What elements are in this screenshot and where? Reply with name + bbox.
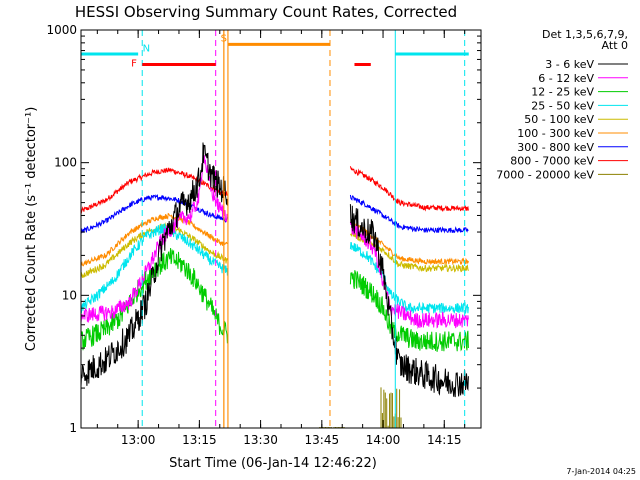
state-bar-layer: NF S — [81, 33, 469, 70]
series-line-25-50-kev-a — [80, 223, 228, 314]
legend-label: 300 - 800 keV — [517, 141, 594, 154]
x-axis-label: Start Time (06-Jan-14 12:46:22) — [169, 456, 377, 471]
legend-header-line-2: Att 0 — [602, 39, 628, 52]
y-tick-label: 100 — [54, 156, 77, 170]
x-tick-label: 13:15 — [182, 433, 217, 447]
y-tick-label: 1 — [69, 421, 77, 435]
state-flag-f: F — [131, 59, 137, 70]
y-tick-label: 10 — [62, 288, 77, 302]
state-flag-n: N — [143, 43, 150, 54]
chart-title: HESSI Observing Summary Count Rates, Cor… — [75, 3, 457, 21]
legend-label: 100 - 300 keV — [517, 127, 594, 140]
series-line-800-7000-kev-b — [349, 166, 469, 212]
series-line-3-6-kev-a — [80, 142, 228, 387]
state-flag-s: S — [221, 33, 227, 44]
legend-label: 800 - 7000 keV — [510, 155, 594, 168]
legend-label: 25 - 50 keV — [531, 99, 594, 112]
series-line-300-800-kev-a — [80, 194, 228, 234]
series-line-800-7000-kev-a — [80, 167, 228, 214]
legend-label: 3 - 6 keV — [545, 58, 594, 71]
axes-layer: 13:00 13:15 13:30 13:45 14:00 14:15 1 10 100 1000 — [46, 23, 481, 447]
y-axis-label: Corrected Count Rate (s⁻¹ detector⁻¹) — [24, 107, 39, 352]
x-tick-label: 14:00 — [366, 433, 401, 447]
timestamp: 7-Jan-2014 04:25 — [566, 467, 636, 476]
legend-label: 50 - 100 keV — [524, 113, 594, 126]
x-tick-label: 14:15 — [427, 433, 462, 447]
legend-label: 6 - 12 keV — [538, 72, 594, 85]
legend-header-line-1: Det 1,3,5,6,7,9, — [542, 28, 628, 41]
legend-label: 7000 - 20000 keV — [496, 168, 594, 181]
series-line-300-800-kev-b — [349, 194, 469, 234]
series-line-3-6-kev-b — [349, 204, 469, 398]
legend-label: 12 - 25 keV — [531, 86, 594, 99]
series-line-25-50-kev-b — [349, 241, 469, 314]
series-line-12-25-kev-b — [349, 270, 469, 352]
x-tick-label: 13:00 — [121, 433, 156, 447]
x-tick-label: 13:45 — [305, 433, 340, 447]
x-tick-label: 13:30 — [243, 433, 278, 447]
series-line-100-300-kev-a — [80, 212, 228, 267]
series-line-12-25-kev-a — [80, 247, 228, 351]
y-tick-label: 1000 — [46, 23, 77, 37]
series-line-6-12-kev-a — [80, 155, 228, 323]
data-gap-mask — [229, 31, 350, 427]
